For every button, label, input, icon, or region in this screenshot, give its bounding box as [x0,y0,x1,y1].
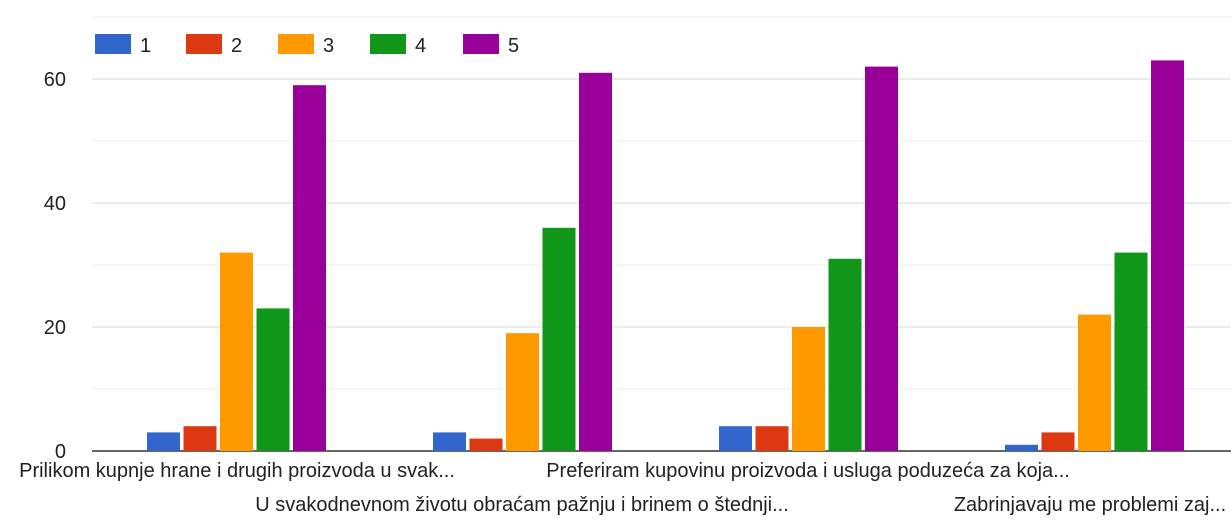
bars [147,60,1184,452]
legend-label: 5 [508,35,519,57]
bar-series-2-cat-2 [469,438,503,451]
y-tick-label: 0 [55,441,66,463]
bar-series-4-cat-3 [828,258,862,451]
bar-series-3-cat-1 [220,252,253,451]
bar-series-5-cat-3 [865,66,898,451]
bar-series-4-cat-4 [1114,252,1148,451]
bar-series-1-cat-2 [433,432,466,451]
bar-series-5-cat-1 [293,85,326,451]
y-axis-ticks: 0 20 40 60 [44,69,66,463]
x-category-label: U svakodnevnom životu obraćam pažnju i b… [255,494,789,516]
bar-series-3-cat-3 [792,327,825,451]
legend-swatch [278,34,314,54]
bar-series-5-cat-2 [579,72,612,452]
bar-series-2-cat-1 [183,426,217,451]
legend-swatch [463,34,499,54]
bar-series-2-cat-4 [1041,432,1075,451]
bar-series-1-cat-1 [147,432,180,451]
bar-series-1-cat-3 [719,426,752,451]
legend-swatch [95,34,131,54]
legend-label: 4 [415,35,426,57]
bar-series-4-cat-1 [256,308,290,451]
bar-series-3-cat-2 [506,333,539,451]
legend-swatch [186,34,222,54]
y-tick-label: 40 [44,193,66,215]
x-axis-labels: Prilikom kupnje hrane i drugih proizvoda… [19,460,1226,516]
y-tick-label: 20 [44,317,66,339]
bar-series-2-cat-3 [755,426,789,451]
bar-series-1-cat-4 [1005,444,1038,451]
y-tick-label: 60 [44,69,66,91]
legend-label: 1 [140,35,151,57]
x-category-label: Prilikom kupnje hrane i drugih proizvoda… [19,460,455,482]
x-category-label: Preferiram kupovinu proizvoda i usluga p… [546,460,1070,482]
legend-label: 2 [231,35,242,57]
x-category-label: Zabrinjavaju me problemi zaj... [954,494,1226,516]
legend-swatch [370,34,406,54]
bar-series-4-cat-2 [542,227,576,451]
bar-series-3-cat-4 [1078,314,1111,451]
legend: 1 2 3 4 5 [95,34,519,57]
bar-series-5-cat-4 [1151,60,1184,452]
legend-label: 3 [323,35,334,57]
